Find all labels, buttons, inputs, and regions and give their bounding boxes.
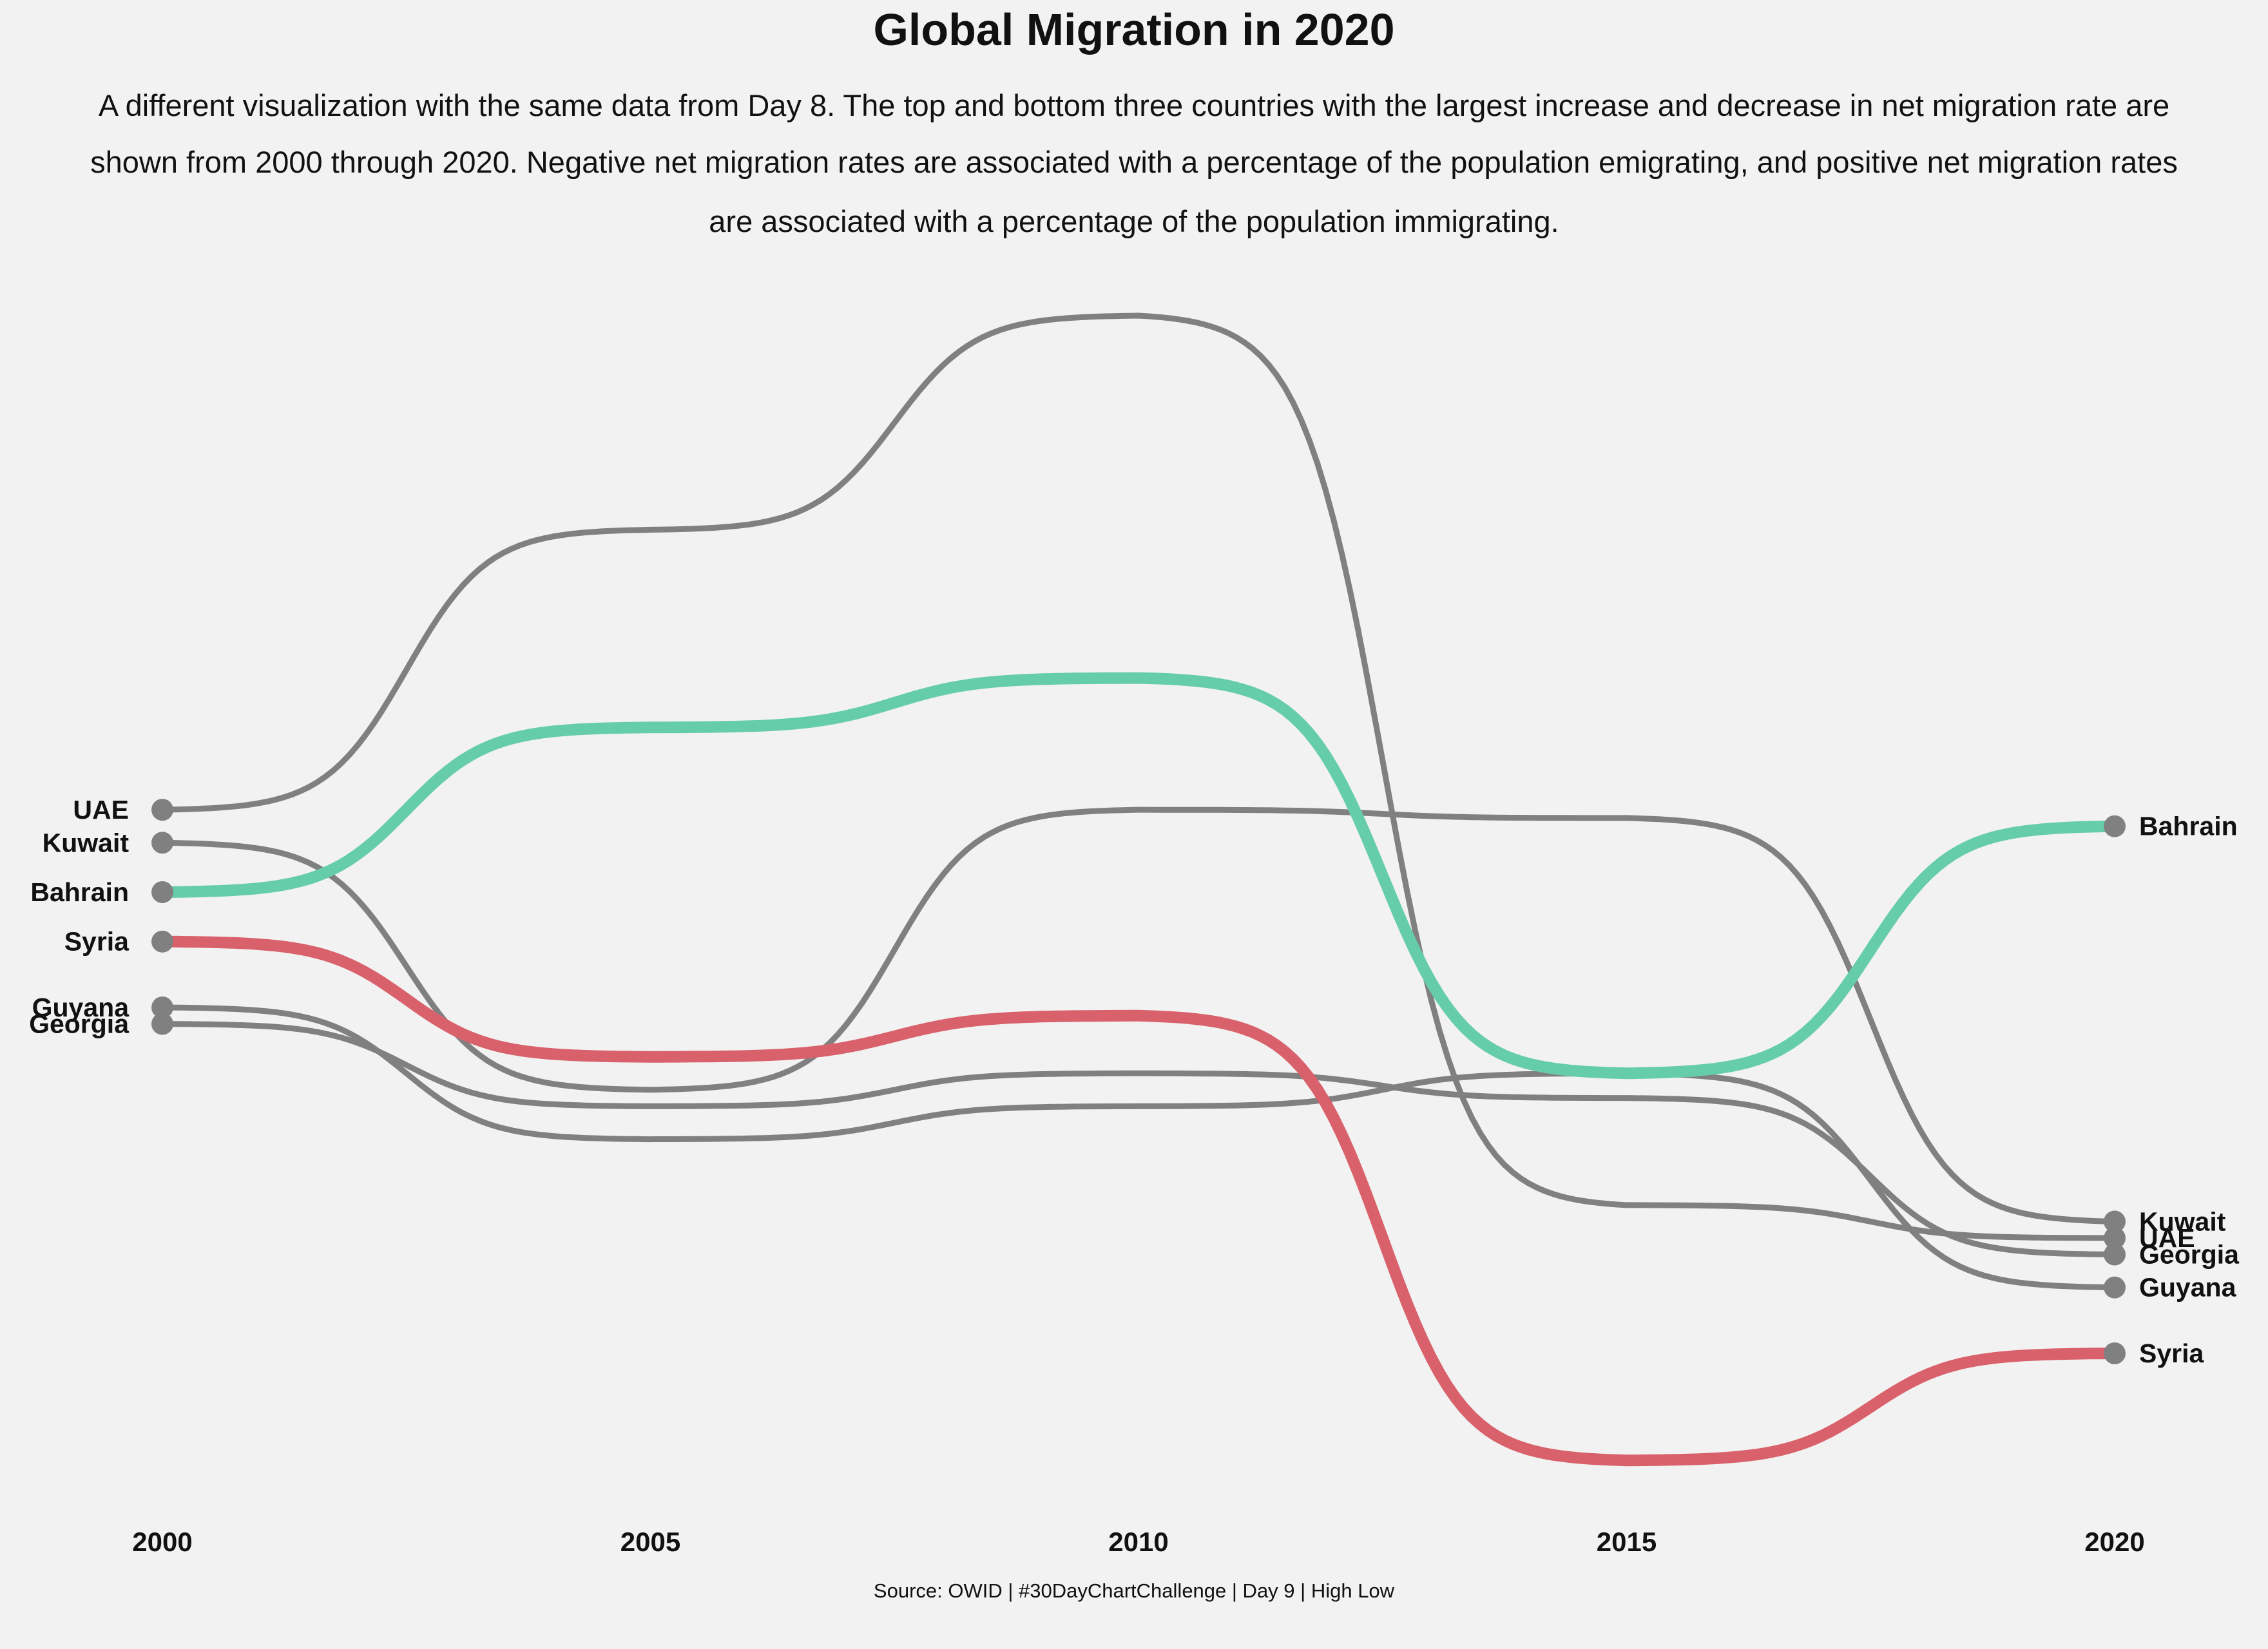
series-uae: UAE UAE bbox=[73, 312, 2195, 1253]
label-bahrain-end: Bahrain bbox=[2139, 812, 2238, 841]
point-uae-start bbox=[151, 799, 173, 821]
chart-title: Global Migration in 2020 bbox=[873, 5, 1394, 55]
series-line-georgia bbox=[159, 1021, 2118, 1258]
x-tick-label-2020: 2020 bbox=[2084, 1527, 2144, 1557]
chart-subtitle-line-2: shown from 2000 through 2020. Negative n… bbox=[90, 145, 2178, 179]
chart-caption: Source: OWID | #30DayChartChallenge | Da… bbox=[874, 1579, 1395, 1602]
label-uae-start: UAE bbox=[73, 795, 129, 824]
series-line-uae bbox=[159, 312, 2118, 1241]
x-tick-label-2015: 2015 bbox=[1597, 1527, 1657, 1557]
series-guyana: Guyana Guyana bbox=[32, 993, 2237, 1302]
label-guyana-start: Guyana bbox=[32, 993, 130, 1022]
label-kuwait-start: Kuwait bbox=[43, 828, 130, 857]
label-guyana-end: Guyana bbox=[2139, 1273, 2237, 1302]
series-georgia: Georgia Georgia bbox=[29, 1009, 2240, 1270]
label-georgia-start: Georgia bbox=[29, 1009, 130, 1039]
series-bahrain: Bahrain Bahrain bbox=[30, 672, 2238, 1080]
label-uae-end: UAE bbox=[2139, 1223, 2195, 1253]
x-tick-label-2010: 2010 bbox=[1108, 1527, 1168, 1557]
label-bahrain-start: Bahrain bbox=[30, 877, 129, 907]
chart-subtitle-line-3: are associated with a percentage of the … bbox=[709, 204, 1559, 238]
point-syria-end bbox=[2104, 1342, 2126, 1364]
series-line-kuwait bbox=[159, 806, 2118, 1225]
point-uae-end bbox=[2104, 1227, 2126, 1249]
x-axis-ticks: 2000 2005 2010 2015 2020 bbox=[132, 1527, 2144, 1557]
series-syria: Syria Syria bbox=[64, 927, 2204, 1467]
point-syria-start bbox=[151, 930, 173, 953]
series-line-bahrain bbox=[157, 672, 2120, 1080]
point-guyana-start bbox=[151, 996, 173, 1018]
label-georgia-end: Georgia bbox=[2139, 1240, 2240, 1270]
series-layer: UAEUAEKuwaitKuwaitGuyanaGuyanaGeorgiaGeo… bbox=[29, 312, 2240, 1467]
x-tick-label-2000: 2000 bbox=[132, 1527, 192, 1557]
chart-subtitle-line-1: A different visualization with the same … bbox=[99, 88, 2169, 122]
point-georgia-end bbox=[2104, 1243, 2126, 1266]
point-kuwait-start bbox=[151, 832, 173, 854]
point-bahrain-start bbox=[151, 881, 173, 903]
point-kuwait-end bbox=[2104, 1210, 2126, 1233]
series-line-guyana bbox=[159, 1004, 2118, 1291]
point-guyana-end bbox=[2104, 1276, 2126, 1299]
series-line-syria bbox=[157, 935, 2120, 1467]
label-syria-end: Syria bbox=[2139, 1339, 2204, 1368]
label-syria-start: Syria bbox=[64, 927, 130, 957]
point-bahrain-end bbox=[2104, 815, 2126, 837]
series-kuwait: Kuwait Kuwait bbox=[43, 806, 2226, 1236]
label-kuwait-end: Kuwait bbox=[2139, 1206, 2226, 1236]
x-tick-label-2005: 2005 bbox=[620, 1527, 680, 1557]
point-georgia-start bbox=[151, 1013, 173, 1035]
